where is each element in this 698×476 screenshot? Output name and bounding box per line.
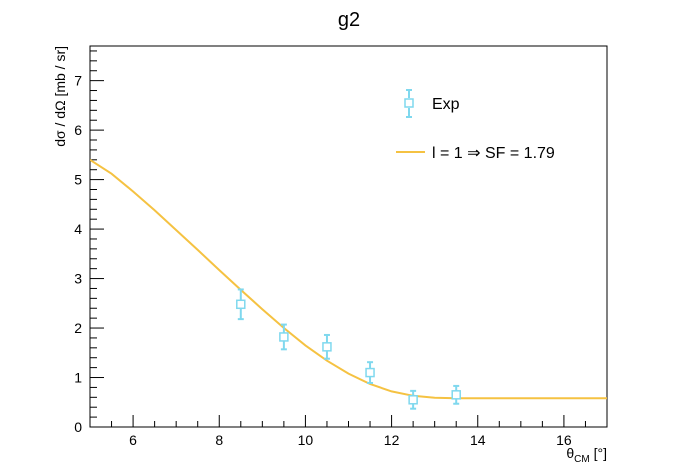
legend-marker-square	[404, 98, 414, 108]
x-tick-label: 8	[215, 432, 223, 448]
x-axis-title-unit: [°]	[590, 445, 607, 461]
y-axis-title: dσ / dΩ [mb / sr]	[52, 46, 68, 147]
x-tick-label: 14	[470, 432, 486, 448]
chart-title: g2	[338, 9, 360, 31]
data-point	[279, 332, 289, 342]
y-tick-label: 7	[74, 73, 82, 89]
y-tick-label: 5	[74, 172, 82, 188]
data-point	[365, 367, 375, 378]
plot-frame	[89, 45, 608, 428]
x-axis: 6 8 10 12 14 16	[89, 415, 608, 448]
legend: Exp l = 1 ⇒ SF = 1.79	[396, 89, 555, 162]
data-point	[408, 395, 418, 405]
x-tick-label: 6	[129, 432, 137, 448]
x-axis-title: θCM [°]	[566, 445, 607, 465]
data-point	[451, 390, 461, 400]
data-point	[322, 342, 332, 352]
y-tick-label: 3	[74, 271, 82, 287]
x-tick-label: 16	[556, 432, 572, 448]
series-layer	[90, 158, 607, 410]
y-tick-label: 0	[74, 419, 82, 435]
data-point	[236, 299, 246, 310]
y-tick-label: 4	[74, 221, 82, 237]
y-tick-label: 6	[74, 122, 82, 138]
fit-curve-line	[90, 158, 607, 400]
x-tick-label: 12	[384, 432, 400, 448]
y-axis: 0 1 2 3 4 5 6 7	[74, 50, 104, 435]
x-axis-title-symbol: θ	[566, 445, 574, 461]
legend-label-fit: l = 1 ⇒ SF = 1.79	[432, 145, 555, 162]
y-tick-label: 2	[74, 320, 82, 336]
legend-label-exp: Exp	[432, 96, 460, 113]
x-axis-title-subscript: CM	[574, 454, 590, 465]
x-tick-label: 10	[298, 432, 314, 448]
y-tick-label: 1	[74, 370, 82, 386]
